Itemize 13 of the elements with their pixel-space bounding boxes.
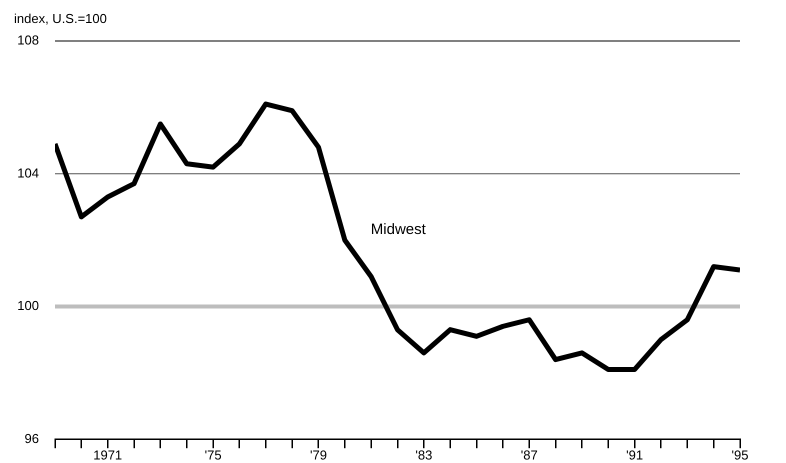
- y-tick-label: 104: [17, 165, 39, 180]
- x-tick-label: '79: [310, 448, 327, 463]
- series-label: Midwest: [370, 221, 427, 238]
- y-tick-label: 96: [24, 430, 39, 446]
- y-tick-label: 108: [17, 32, 39, 48]
- y-tick-label: 100: [17, 298, 39, 314]
- x-tick-label: '87: [520, 448, 538, 463]
- x-tick-label: '83: [415, 448, 432, 463]
- x-tick-label: '75: [204, 448, 222, 463]
- x-tick-label: '95: [732, 448, 748, 463]
- x-tick-label: '91: [626, 448, 644, 463]
- x-tick-label: 1971: [93, 448, 122, 463]
- y-axis-title: index, U.S.=100: [14, 11, 107, 26]
